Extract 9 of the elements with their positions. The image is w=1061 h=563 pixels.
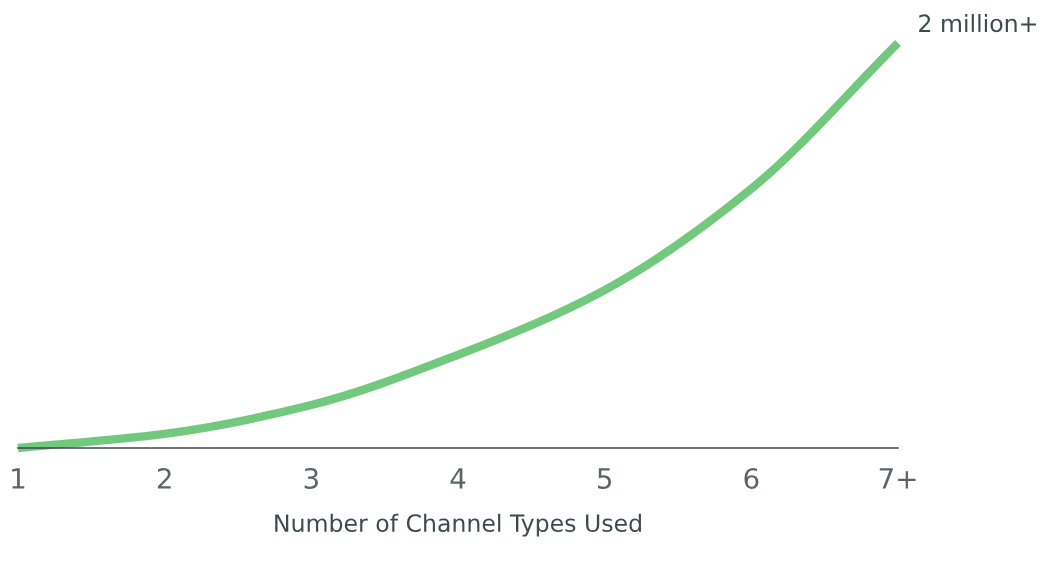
x-tick-label: 5	[597, 468, 612, 489]
x-axis-title: Number of Channel Types Used	[275, 513, 641, 537]
x-tick-label: 3	[304, 467, 318, 489]
x-tick-label: 6	[744, 467, 759, 489]
x-tick-label: 4	[450, 468, 466, 489]
x-tick-label: 7+	[879, 468, 916, 489]
x-tick-label: 2	[157, 467, 171, 489]
x-tick-label: 1	[12, 468, 25, 489]
annotation: 2 million+	[919, 13, 1036, 33]
